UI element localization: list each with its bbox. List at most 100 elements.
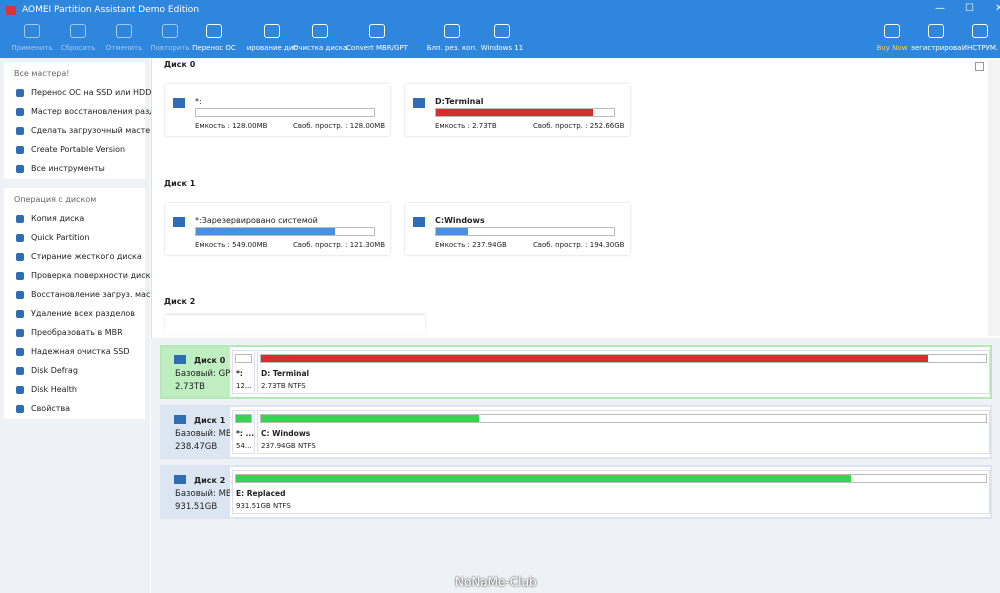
usage-fill <box>196 228 335 235</box>
toolbar-label: ИНСТРУМ. <box>961 44 999 52</box>
item-label: Восстановление загруз. масте... <box>31 290 168 299</box>
usage-bar <box>260 414 987 423</box>
partition-block[interactable]: D: Terminal 2.73TB NTFS <box>257 350 990 394</box>
sidebar-item[interactable]: Удаление всех разделов <box>4 305 145 324</box>
partition-block[interactable]: C: Windows 237.94GB NTFS <box>257 410 990 454</box>
capacity: Емкость : 2.73TB <box>435 122 497 130</box>
sidebar-item[interactable]: Disk Defrag <box>4 362 145 381</box>
partition-info: 237.94GB NTFS <box>261 442 316 450</box>
partition-card[interactable]: *: Емкость : 128.00MB Своб. простр. : 128.… <box>165 84 390 136</box>
toolbar-label: Windows 11 <box>480 44 524 52</box>
disk-size: 238.47GB <box>175 442 218 452</box>
toolbar-label: ирование дис <box>246 44 298 52</box>
usage-bar <box>435 227 615 236</box>
item-icon <box>16 146 24 154</box>
sidebar-item[interactable]: Перенос ОС на SSD или HDD <box>4 84 151 103</box>
partition-block[interactable]: *: 12... <box>232 350 255 394</box>
sidebar-item[interactable]: Восстановление загруз. масте... <box>4 286 168 305</box>
disk-row[interactable]: Диск 1 Базовый: MBR 238.47GB *: ... 54... C: … <box>160 405 992 459</box>
capacity: Емкость : 549.00MB <box>195 241 268 249</box>
sidebar-panel: Операция с диском Копия диска Quick Partit… <box>4 188 168 419</box>
sidebar-item[interactable]: Свойства <box>4 400 145 419</box>
toolbar-label: Отменить <box>105 44 143 52</box>
toolbar-button[interactable]: Применить <box>0 24 64 56</box>
item-label: Сделать загрузочный мастер-... <box>31 126 166 135</box>
toolbar-icon <box>928 24 944 38</box>
usage-fill <box>236 415 251 422</box>
item-icon <box>16 253 24 261</box>
disk-row[interactable]: Диск 0 Базовый: GPT 2.73TB *: 12... D: Termin… <box>160 345 992 399</box>
disk-icon <box>174 475 186 484</box>
item-label: Quick Partition <box>31 233 90 242</box>
partition-name: *:Зарезервировано системой <box>195 216 318 225</box>
partition-block[interactable]: *: ... 54... <box>232 410 255 454</box>
disk-name: Диск 1 <box>194 416 226 425</box>
toolbar-button[interactable]: Повторить <box>138 24 202 56</box>
partition-icon <box>413 217 425 227</box>
toolbar-label: Применить <box>11 44 53 52</box>
app-icon <box>6 6 16 15</box>
toolbar-icon <box>206 24 222 38</box>
item-icon <box>16 127 24 135</box>
view-toggle[interactable] <box>975 62 984 71</box>
sidebar-item[interactable]: Проверка поверхности диска <box>4 267 155 286</box>
partition-card[interactable]: D:Terminal Емкость : 2.73TB Своб. простр. … <box>405 84 630 136</box>
toolbar-button[interactable]: ИНСТРУМ. <box>955 24 1000 56</box>
disk-label: Диск 0 <box>164 60 196 69</box>
toolbar-button[interactable]: Отменить <box>92 24 156 56</box>
disk-info: Диск 2 Базовый: MBR 931.51GB <box>162 467 230 517</box>
toolbar-button[interactable]: Очистка диска <box>288 24 352 56</box>
toolbar-button[interactable]: Buy Now <box>867 24 917 56</box>
partition-block[interactable]: E: Replaced 931.51GB NTFS <box>232 470 990 514</box>
sidebar-item[interactable]: Все инструменты <box>4 160 145 179</box>
section-title: Все мастера! <box>14 69 70 78</box>
sidebar-item[interactable]: Сделать загрузочный мастер-... <box>4 122 166 141</box>
toolbar-button[interactable]: Windows 11 <box>470 24 534 56</box>
toolbar-button[interactable]: Convert MBR/GPT <box>345 24 409 56</box>
toolbar-button[interactable]: Блп. рез. коп. <box>420 24 484 56</box>
item-icon <box>16 108 24 116</box>
toolbar-button[interactable]: Перенос ОС <box>182 24 246 56</box>
sidebar-panel: Все мастера! Перенос ОС на SSD или HDD Мас… <box>4 62 170 179</box>
disk-type: Базовый: MBR <box>175 429 230 439</box>
toolbar-icon <box>24 24 40 38</box>
partition-icon <box>413 98 425 108</box>
partition-icon <box>173 98 185 108</box>
window-button[interactable]: — <box>935 3 945 14</box>
usage-bar <box>235 414 252 423</box>
partition-card[interactable]: C:Windows Емкость : 237.94GB Своб. простр.… <box>405 203 630 255</box>
toolbar-button[interactable]: ирование дис <box>240 24 304 56</box>
disk-row[interactable]: Диск 2 Базовый: MBR 931.51GB E: Replaced 931… <box>160 465 992 519</box>
toolbar-button[interactable]: Сбросить <box>46 24 110 56</box>
usage-fill <box>261 355 928 362</box>
sidebar-item[interactable]: Стирание жесткого диска <box>4 248 145 267</box>
sidebar-item[interactable]: Create Portable Version <box>4 141 145 160</box>
usage-bar <box>260 354 987 363</box>
sidebar-item[interactable]: Преобразовать в MBR <box>4 324 145 343</box>
sidebar-item[interactable]: Quick Partition <box>4 229 145 248</box>
sidebar-item[interactable]: Копия диска <box>4 210 145 229</box>
disk-label: Диск 2 <box>164 297 196 306</box>
toolbar-button[interactable]: эегистрировa <box>911 24 961 56</box>
sidebar-item[interactable]: Мастер восстановления раздела <box>4 103 170 122</box>
scrollbar <box>988 60 1000 336</box>
sidebar-item[interactable]: Надежная очистка SSD <box>4 343 145 362</box>
usage-bar <box>195 108 375 117</box>
item-label: Мастер восстановления раздела <box>31 107 170 116</box>
usage-fill <box>436 228 469 235</box>
toolbar-label: Перенос ОС <box>192 44 236 52</box>
window-button[interactable]: ☐ <box>965 3 974 14</box>
toolbar-icon <box>884 24 900 38</box>
window-button[interactable]: ✕ <box>995 3 1000 14</box>
toolbar-label: Очистка диска <box>292 44 348 52</box>
partition-card[interactable]: *:Зарезервировано системой Емкость : 549.… <box>165 203 390 255</box>
sidebar-item[interactable]: Disk Health <box>4 381 145 400</box>
toolbar-label: Buy Now <box>876 44 908 52</box>
partition-name: D:Terminal <box>435 97 484 106</box>
toolbar-icon <box>70 24 86 38</box>
toolbar-icon <box>494 24 510 38</box>
section-title: Операция с диском <box>14 195 97 204</box>
free-space: Своб. простр. : 252.66GB <box>533 122 625 130</box>
disk-size: 2.73TB <box>175 382 205 392</box>
